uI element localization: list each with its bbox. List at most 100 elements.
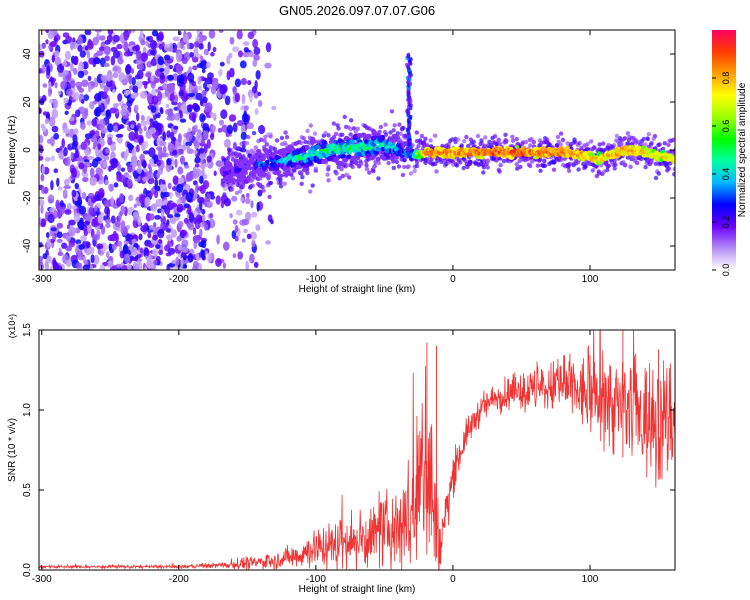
spectral-halo-mark [579,145,584,150]
spectral-noise-mark [171,259,176,264]
spectral-halo-mark [503,132,508,137]
spectral-noise-mark [232,86,237,96]
spectral-noise-mark [77,44,83,52]
spectral-noise-mark [245,197,251,205]
spectral-noise-mark [250,200,254,209]
spectral-halo-mark [391,128,396,133]
spectral-noise-mark [41,64,46,74]
spectral-noise-mark [53,168,59,174]
spectral-noise-mark [89,101,95,110]
spectral-noise-mark [155,198,163,208]
spectral-halo-mark [244,141,250,146]
spectral-halo-mark [582,164,588,169]
spectral-halo-mark [555,134,561,140]
spectral-signal-mark [280,148,287,153]
spectral-noise-mark [130,124,135,129]
spectral-noise-mark [128,74,133,85]
spectral-noise-mark [73,212,81,223]
y-tick-label: 1.5 [22,323,33,337]
spectral-noise-mark [135,261,143,270]
spectral-noise-mark [87,83,92,93]
spectral-noise-mark [197,196,205,204]
spectral-noise-mark [174,158,178,168]
spectral-noise-mark [127,143,134,151]
spectral-noise-mark [140,52,149,62]
spectral-noise-mark [65,245,72,252]
spectral-noise-mark [92,233,100,241]
spectral-halo-mark [292,168,297,173]
spectral-halo-mark [348,132,353,137]
spectral-noise-mark [106,260,114,268]
spectral-noise-mark [86,155,95,160]
spectral-noise-mark [166,115,172,121]
spectral-noise-mark [211,125,216,131]
spectral-halo-mark [456,137,461,142]
spectral-noise-mark [63,146,68,157]
spectral-halo-mark [221,183,226,188]
spectral-noise-mark [137,69,144,80]
spectral-halo-mark [344,162,350,168]
spectral-noise-mark [92,254,100,265]
spectral-noise-mark [210,133,215,140]
spectral-halo-mark [496,137,501,142]
spectral-halo-mark [262,138,267,143]
spectral-halo-mark [585,141,590,146]
spectral-noise-mark [135,104,139,112]
spectral-halo-mark [400,172,406,178]
spectral-halo-mark [589,139,594,144]
spectral-noise-mark [62,69,69,76]
spectral-noise-mark [195,92,203,101]
spectral-noise-mark [175,52,183,63]
spectrogram-y-label: Frequency (Hz) [7,116,18,185]
x-tick-label: 0 [450,274,456,285]
spectral-noise-mark [88,57,96,65]
spectral-noise-mark [157,208,162,214]
spectral-noise-mark [201,208,206,215]
spectral-noise-mark [84,213,92,223]
spectral-noise-mark [106,34,113,43]
spectral-noise-mark [240,78,247,86]
spectral-noise-mark [155,244,161,250]
spectral-noise-mark [156,159,162,167]
spectral-halo-mark [325,172,330,177]
spectral-noise-mark [181,246,189,253]
spectral-halo-mark [299,140,304,146]
spectral-noise-mark [43,187,49,192]
spectral-noise-mark [148,213,155,221]
spectral-noise-mark [192,65,198,71]
spectral-halo-mark [528,143,533,148]
spectral-signal-mark [337,160,344,167]
spectral-noise-mark [62,61,67,67]
spectral-noise-mark [99,264,106,270]
spectral-noise-mark [176,183,184,193]
spectral-noise-mark [63,185,71,190]
spectral-noise-mark [56,177,60,187]
spectral-noise-mark [57,231,63,239]
spectral-noise-mark [128,30,132,34]
spectral-noise-mark [39,199,45,207]
spectral-noise-mark [39,107,42,114]
spectral-halo-mark [406,164,411,169]
spectral-noise-mark [242,51,250,58]
spectral-noise-mark [149,127,157,134]
spectral-noise-mark [179,118,187,123]
spectral-noise-mark [137,64,144,70]
spectral-noise-mark [119,193,124,203]
spectral-noise-mark [112,50,121,59]
spectral-noise-mark [245,211,252,221]
spectral-noise-mark [158,43,164,50]
spectral-noise-mark [113,265,118,270]
spectral-halo-mark [601,141,606,146]
spectral-signal-mark [391,133,398,138]
spectral-noise-mark [165,228,172,233]
spectral-noise-mark [174,94,179,103]
spectral-noise-mark [163,191,171,198]
spectral-noise-mark [202,96,208,104]
spectral-halo-mark [394,159,400,165]
spectral-halo-mark [497,169,502,174]
spectral-noise-mark [49,207,56,213]
spectral-noise-mark [211,79,219,90]
spectral-noise-mark [64,50,71,60]
spectral-noise-mark [188,83,193,93]
spectral-signal-mark [245,176,251,181]
